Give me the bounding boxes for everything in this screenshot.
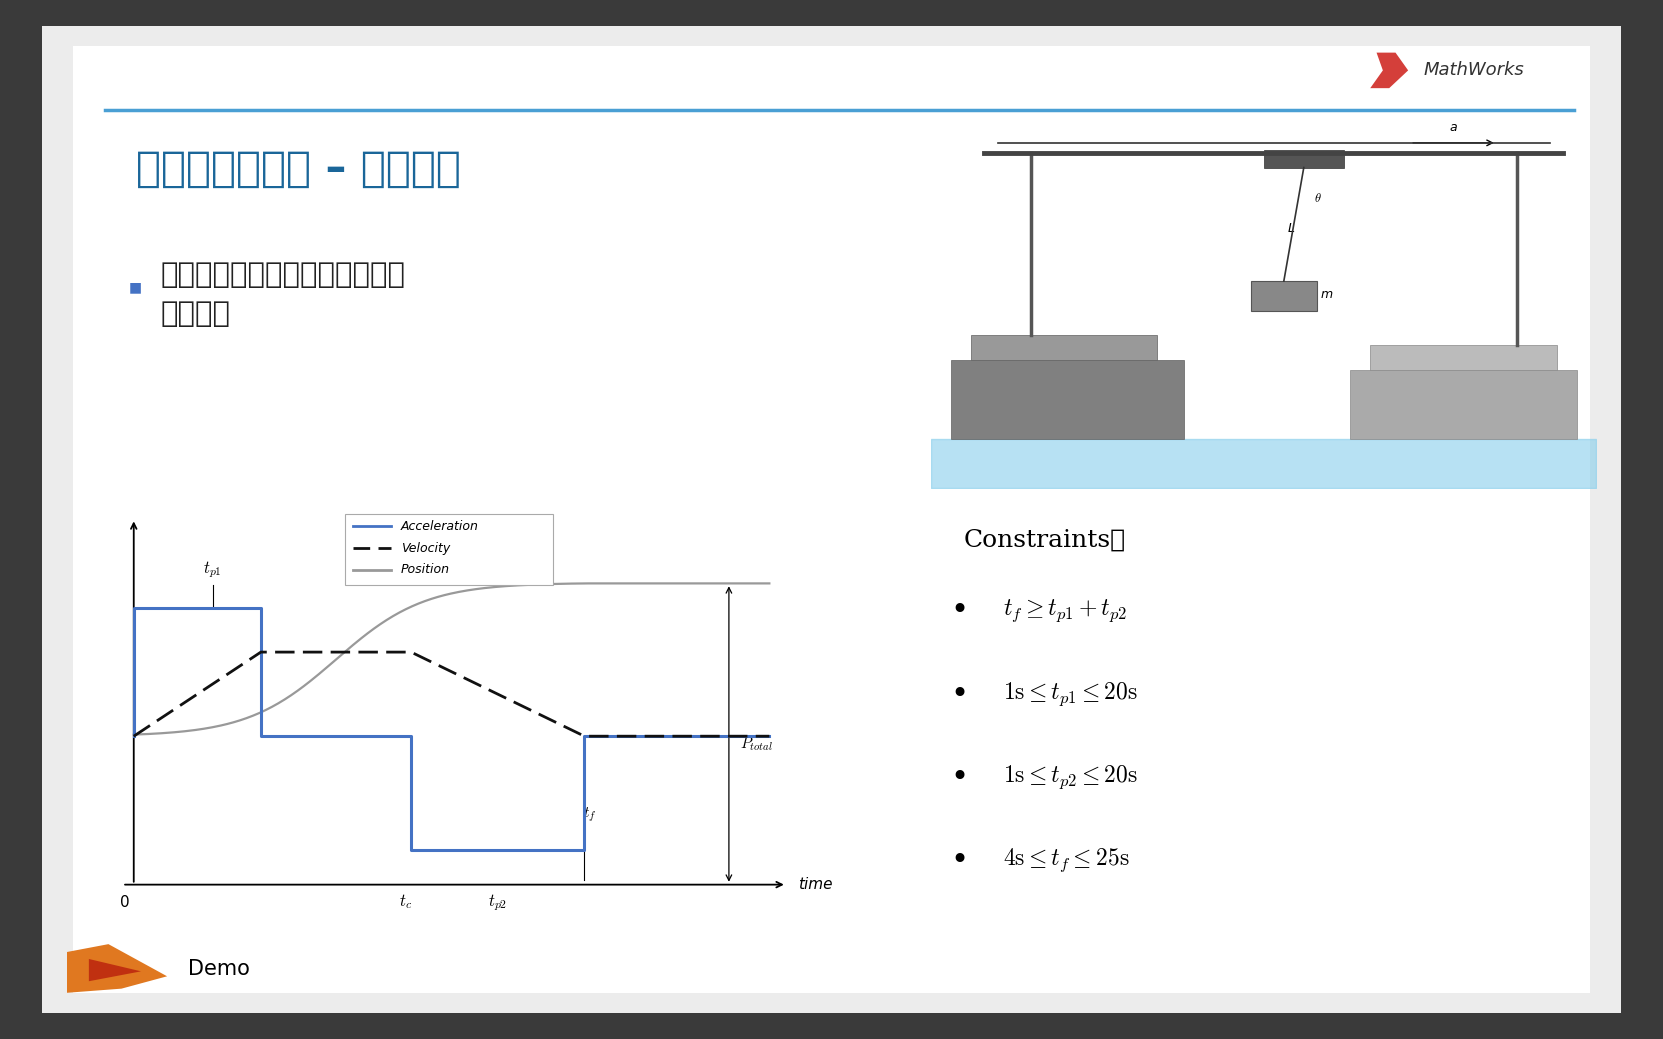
Text: Acceleration: Acceleration <box>401 520 479 533</box>
Text: •: • <box>951 763 970 792</box>
Bar <box>1370 345 1557 370</box>
Text: $t_c$: $t_c$ <box>399 893 412 911</box>
Polygon shape <box>57 944 166 993</box>
Text: $1\mathrm{s} \leq t_{p2} \leq 20\mathrm{s}$: $1\mathrm{s} \leq t_{p2} \leq 20\mathrm{… <box>1003 764 1137 791</box>
Text: $t_{p1}$: $t_{p1}$ <box>203 559 221 580</box>
Text: 最小摆动: 最小摆动 <box>160 300 229 328</box>
Text: Position: Position <box>401 563 449 577</box>
Bar <box>1251 281 1317 311</box>
Text: $P_{total}$: $P_{total}$ <box>740 736 773 752</box>
Bar <box>971 336 1157 359</box>
Text: $t_{p2}$: $t_{p2}$ <box>489 893 507 913</box>
Polygon shape <box>88 959 141 981</box>
Text: $t_f$: $t_f$ <box>584 805 597 824</box>
Text: MathWorks: MathWorks <box>1424 61 1525 79</box>
Text: time: time <box>798 877 833 893</box>
Text: L: L <box>1287 221 1294 235</box>
Text: •: • <box>951 846 970 875</box>
Text: 0: 0 <box>120 895 130 910</box>
Polygon shape <box>1370 53 1409 88</box>
Text: Velocity: Velocity <box>401 541 451 555</box>
Text: Demo: Demo <box>188 959 249 979</box>
Text: •: • <box>951 596 970 625</box>
Bar <box>951 361 1184 438</box>
Bar <box>1264 151 1344 167</box>
Text: •: • <box>951 680 970 709</box>
Text: $t_f \geq t_{p1} + t_{p2}$: $t_f \geq t_{p1} + t_{p2}$ <box>1003 597 1128 624</box>
Text: ■: ■ <box>128 281 141 294</box>
Text: 确定吊车加速度方式以达到货物: 确定吊车加速度方式以达到货物 <box>160 261 406 289</box>
Text: $1\mathrm{s} \leq t_{p1} \leq 20\mathrm{s}$: $1\mathrm{s} \leq t_{p1} \leq 20\mathrm{… <box>1003 681 1137 708</box>
Text: m: m <box>1320 289 1332 301</box>
Text: Constraints∶: Constraints∶ <box>965 529 1126 552</box>
Text: a: a <box>1450 121 1457 134</box>
Bar <box>344 513 552 585</box>
Text: $\theta$: $\theta$ <box>1314 192 1322 205</box>
Text: $4\mathrm{s} \leq t_f \leq 25\mathrm{s}$: $4\mathrm{s} \leq t_f \leq 25\mathrm{s}$ <box>1003 847 1129 874</box>
Text: 龙门吊运动建模 – 首要原则: 龙门吊运动建模 – 首要原则 <box>136 149 461 190</box>
Bar <box>1350 370 1577 438</box>
